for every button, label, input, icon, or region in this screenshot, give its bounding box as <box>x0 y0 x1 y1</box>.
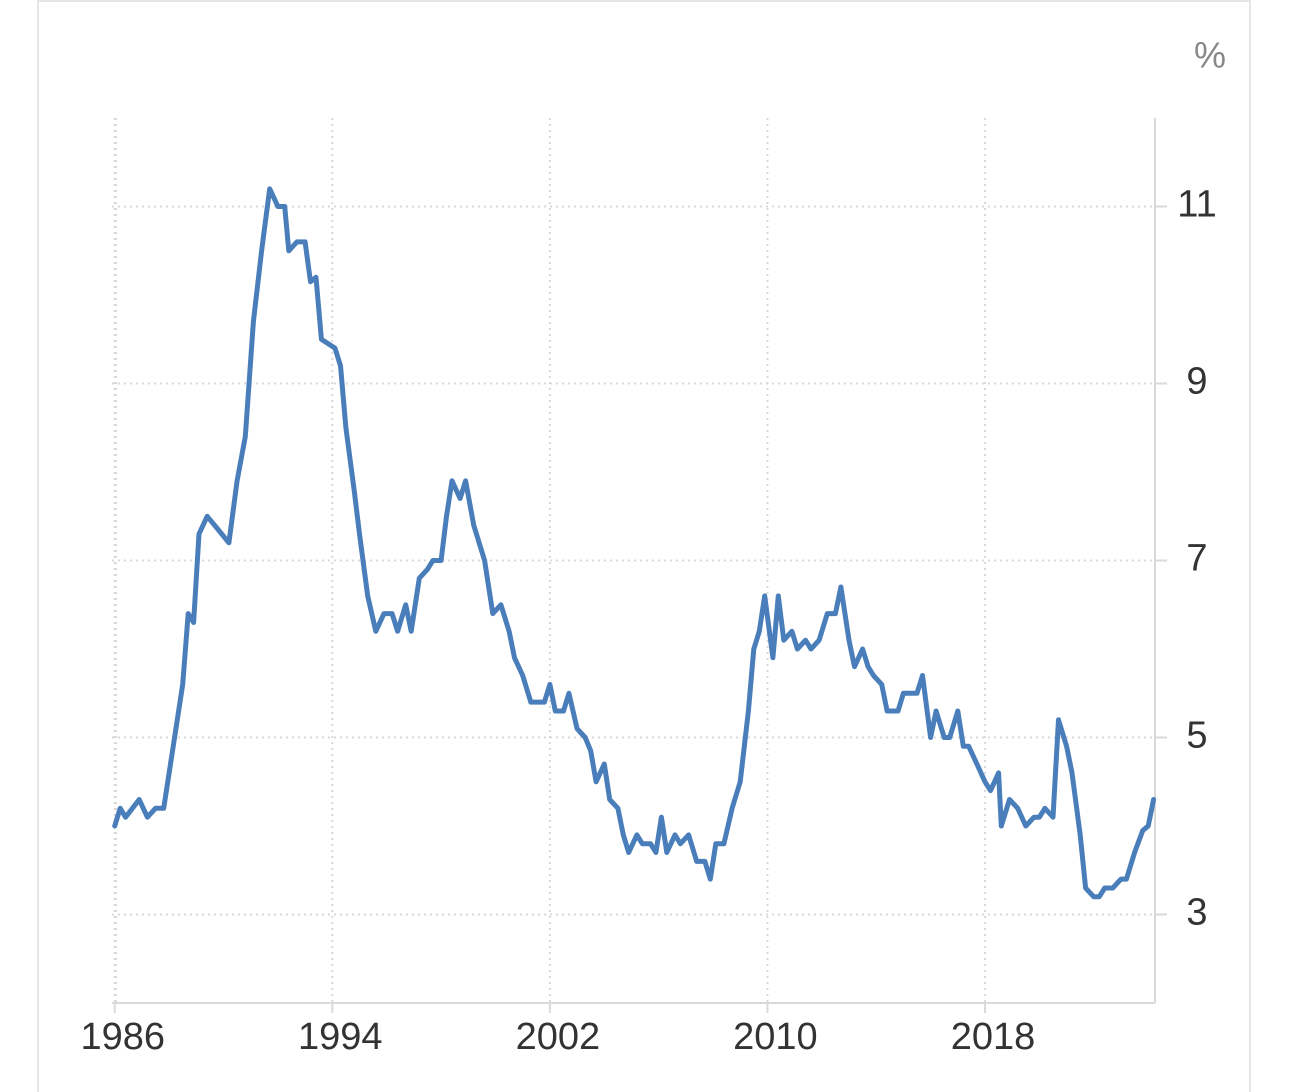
y-tick-label: 11 <box>1177 184 1216 226</box>
unit-label: % <box>1194 35 1226 76</box>
x-tick-label: 2018 <box>951 1016 1036 1058</box>
data-line <box>112 186 1157 900</box>
y-tick-label: 3 <box>1186 892 1207 934</box>
x-tick-label: 2002 <box>516 1016 601 1058</box>
y-tick-label: 9 <box>1186 361 1207 403</box>
x-tick-label: 1986 <box>80 1016 165 1058</box>
x-tick-label: 2010 <box>733 1016 818 1058</box>
y-tick-label: 5 <box>1186 715 1207 757</box>
y-tick-label: 7 <box>1186 538 1207 580</box>
x-tick-label: 1994 <box>298 1016 383 1058</box>
